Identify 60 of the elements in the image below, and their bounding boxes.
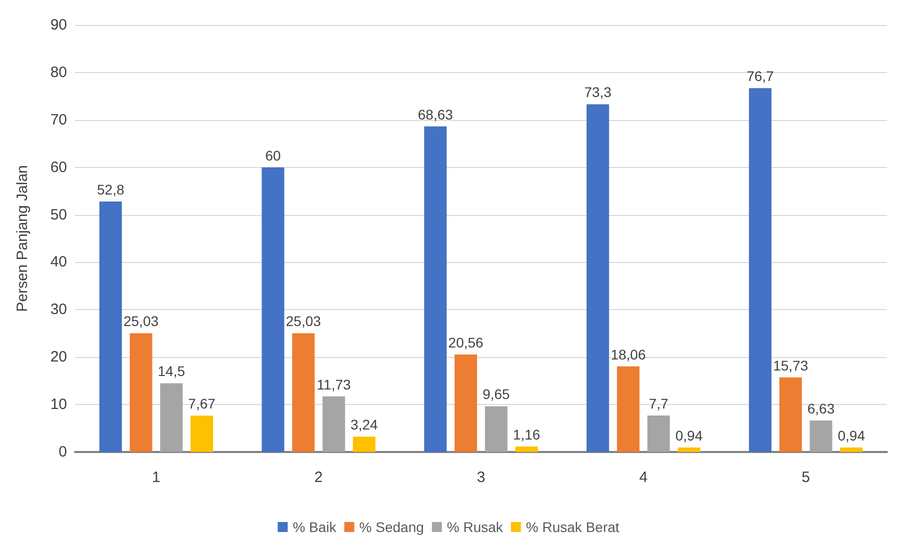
y-tick-label: 40 (50, 254, 67, 271)
x-tick-label: 4 (639, 469, 648, 486)
x-tick-label: 1 (152, 469, 160, 486)
bar (454, 354, 478, 452)
bar (748, 88, 772, 452)
data-label: 25,03 (123, 313, 159, 330)
bar (262, 167, 284, 452)
bar (616, 366, 640, 452)
y-tick-label: 0 (58, 444, 67, 460)
y-tick-label: 70 (50, 111, 67, 128)
legend-label: % Baik (292, 519, 338, 535)
x-tick-label: 5 (802, 469, 810, 486)
legend-label: % Rusak (446, 519, 504, 535)
y-tick-label: 30 (50, 301, 67, 318)
data-label: 1,16 (512, 426, 540, 442)
data-label: 25,03 (286, 313, 322, 330)
data-label: 15,73 (773, 357, 808, 374)
data-label: 73,3 (584, 84, 612, 100)
data-label: 0,94 (838, 428, 866, 444)
data-label: 20,56 (448, 334, 484, 350)
bar (484, 406, 508, 452)
bar (130, 333, 152, 452)
data-label: 76,7 (746, 68, 774, 84)
legend-label: % Sedang (359, 519, 424, 535)
bar (424, 126, 447, 452)
bar (515, 446, 538, 452)
bar (840, 448, 863, 452)
data-label: 52,8 (96, 181, 124, 198)
y-tick-label: 60 (50, 158, 67, 176)
bar (160, 383, 183, 452)
data-label: 3,24 (350, 416, 378, 433)
data-label: 7,7 (648, 395, 669, 412)
bar (647, 415, 670, 452)
y-tick-label: 10 (50, 396, 67, 414)
y-tick-label: 80 (50, 64, 67, 81)
y-tick-label: 20 (50, 348, 67, 366)
data-label: 60 (265, 147, 282, 164)
bar (322, 396, 346, 452)
bar (810, 420, 832, 452)
data-label: 68,63 (418, 106, 454, 122)
data-label: 6,63 (807, 400, 835, 417)
data-label: 14,5 (158, 363, 186, 380)
data-label: 18,06 (610, 346, 646, 362)
x-tick-label: 2 (314, 469, 323, 486)
bar (586, 104, 610, 452)
bar (292, 333, 315, 452)
data-label: 7,67 (188, 396, 216, 412)
legend-label: % Rusak Berat (526, 519, 620, 535)
bar (678, 448, 700, 452)
bar (779, 377, 802, 452)
data-label: 0,94 (675, 428, 703, 444)
data-label: 11,73 (316, 376, 352, 392)
y-tick-label: 90 (50, 16, 67, 34)
y-axis-title: Persen Panjang Jalan (14, 165, 31, 312)
x-tick-label: 3 (476, 469, 486, 486)
bar (99, 201, 122, 452)
bar (352, 436, 376, 452)
data-label: 9,65 (482, 386, 510, 402)
y-tick-label: 50 (50, 206, 67, 224)
bar (190, 416, 214, 452)
